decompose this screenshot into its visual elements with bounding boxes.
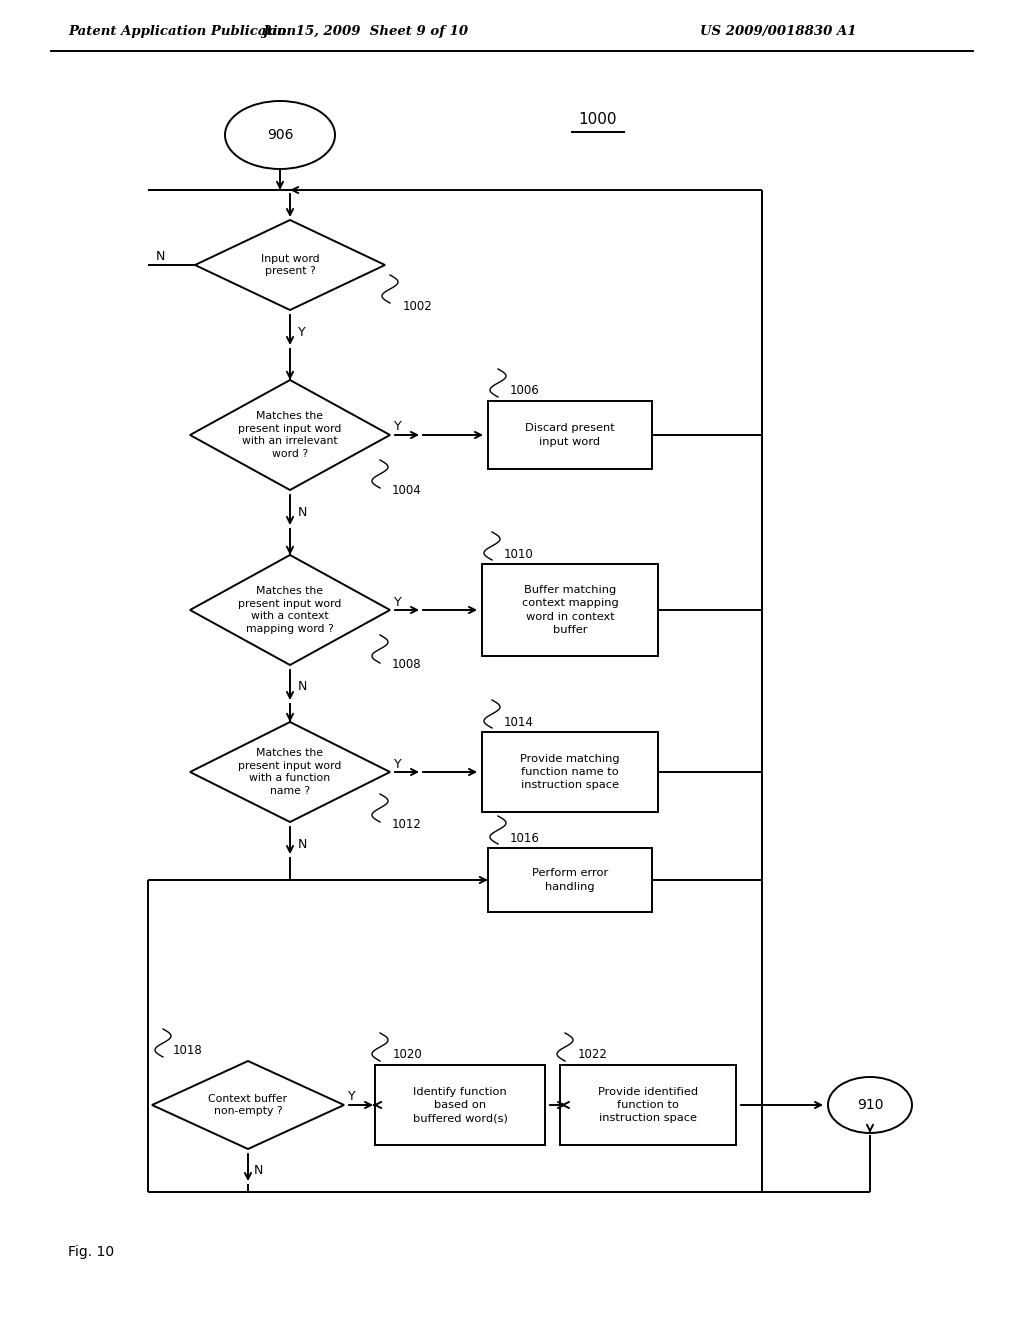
Text: Provide identified
function to
instruction space: Provide identified function to instructi… xyxy=(598,1086,698,1123)
Bar xyxy=(482,733,658,812)
Bar xyxy=(488,401,652,469)
Text: 1002: 1002 xyxy=(403,301,433,314)
Text: 910: 910 xyxy=(857,1098,884,1111)
Text: Y: Y xyxy=(394,758,401,771)
Text: Matches the
present input word
with an irrelevant
word ?: Matches the present input word with an i… xyxy=(239,411,342,459)
Text: 1022: 1022 xyxy=(578,1048,608,1061)
Text: 1010: 1010 xyxy=(504,548,534,561)
Bar xyxy=(482,564,658,656)
Text: Y: Y xyxy=(348,1090,355,1104)
Bar xyxy=(560,1065,736,1144)
Text: 1012: 1012 xyxy=(392,817,422,830)
Text: Y: Y xyxy=(394,595,401,609)
Text: Fig. 10: Fig. 10 xyxy=(68,1245,114,1259)
Text: N: N xyxy=(298,837,307,850)
Text: Matches the
present input word
with a context
mapping word ?: Matches the present input word with a co… xyxy=(239,586,342,634)
Text: 906: 906 xyxy=(266,128,293,143)
Text: 1008: 1008 xyxy=(392,659,422,672)
Text: 1000: 1000 xyxy=(579,112,617,128)
Text: Context buffer
non-empty ?: Context buffer non-empty ? xyxy=(209,1093,288,1117)
Bar xyxy=(488,847,652,912)
Text: Input word
present ?: Input word present ? xyxy=(261,253,319,276)
Text: Patent Application Publication: Patent Application Publication xyxy=(68,25,296,38)
Text: US 2009/0018830 A1: US 2009/0018830 A1 xyxy=(700,25,856,38)
Text: N: N xyxy=(298,506,307,519)
Text: 1020: 1020 xyxy=(393,1048,423,1061)
Text: N: N xyxy=(298,681,307,693)
Text: Matches the
present input word
with a function
name ?: Matches the present input word with a fu… xyxy=(239,748,342,796)
Text: 1006: 1006 xyxy=(510,384,540,397)
Bar xyxy=(375,1065,545,1144)
Text: N: N xyxy=(254,1164,263,1177)
Text: Perform error
handling: Perform error handling xyxy=(531,869,608,891)
Text: Identify function
based on
buffered word(s): Identify function based on buffered word… xyxy=(413,1086,508,1123)
Text: 1014: 1014 xyxy=(504,715,534,729)
Text: Provide matching
function name to
instruction space: Provide matching function name to instru… xyxy=(520,754,620,791)
Text: 1016: 1016 xyxy=(510,832,540,845)
Text: N: N xyxy=(156,251,165,264)
Text: 1004: 1004 xyxy=(392,483,422,496)
Text: Discard present
input word: Discard present input word xyxy=(525,424,614,446)
Text: Buffer matching
context mapping
word in context
buffer: Buffer matching context mapping word in … xyxy=(521,585,618,635)
Text: Jan. 15, 2009  Sheet 9 of 10: Jan. 15, 2009 Sheet 9 of 10 xyxy=(262,25,468,38)
Text: 1018: 1018 xyxy=(173,1044,203,1057)
Text: Y: Y xyxy=(298,326,305,338)
Text: Y: Y xyxy=(394,421,401,433)
